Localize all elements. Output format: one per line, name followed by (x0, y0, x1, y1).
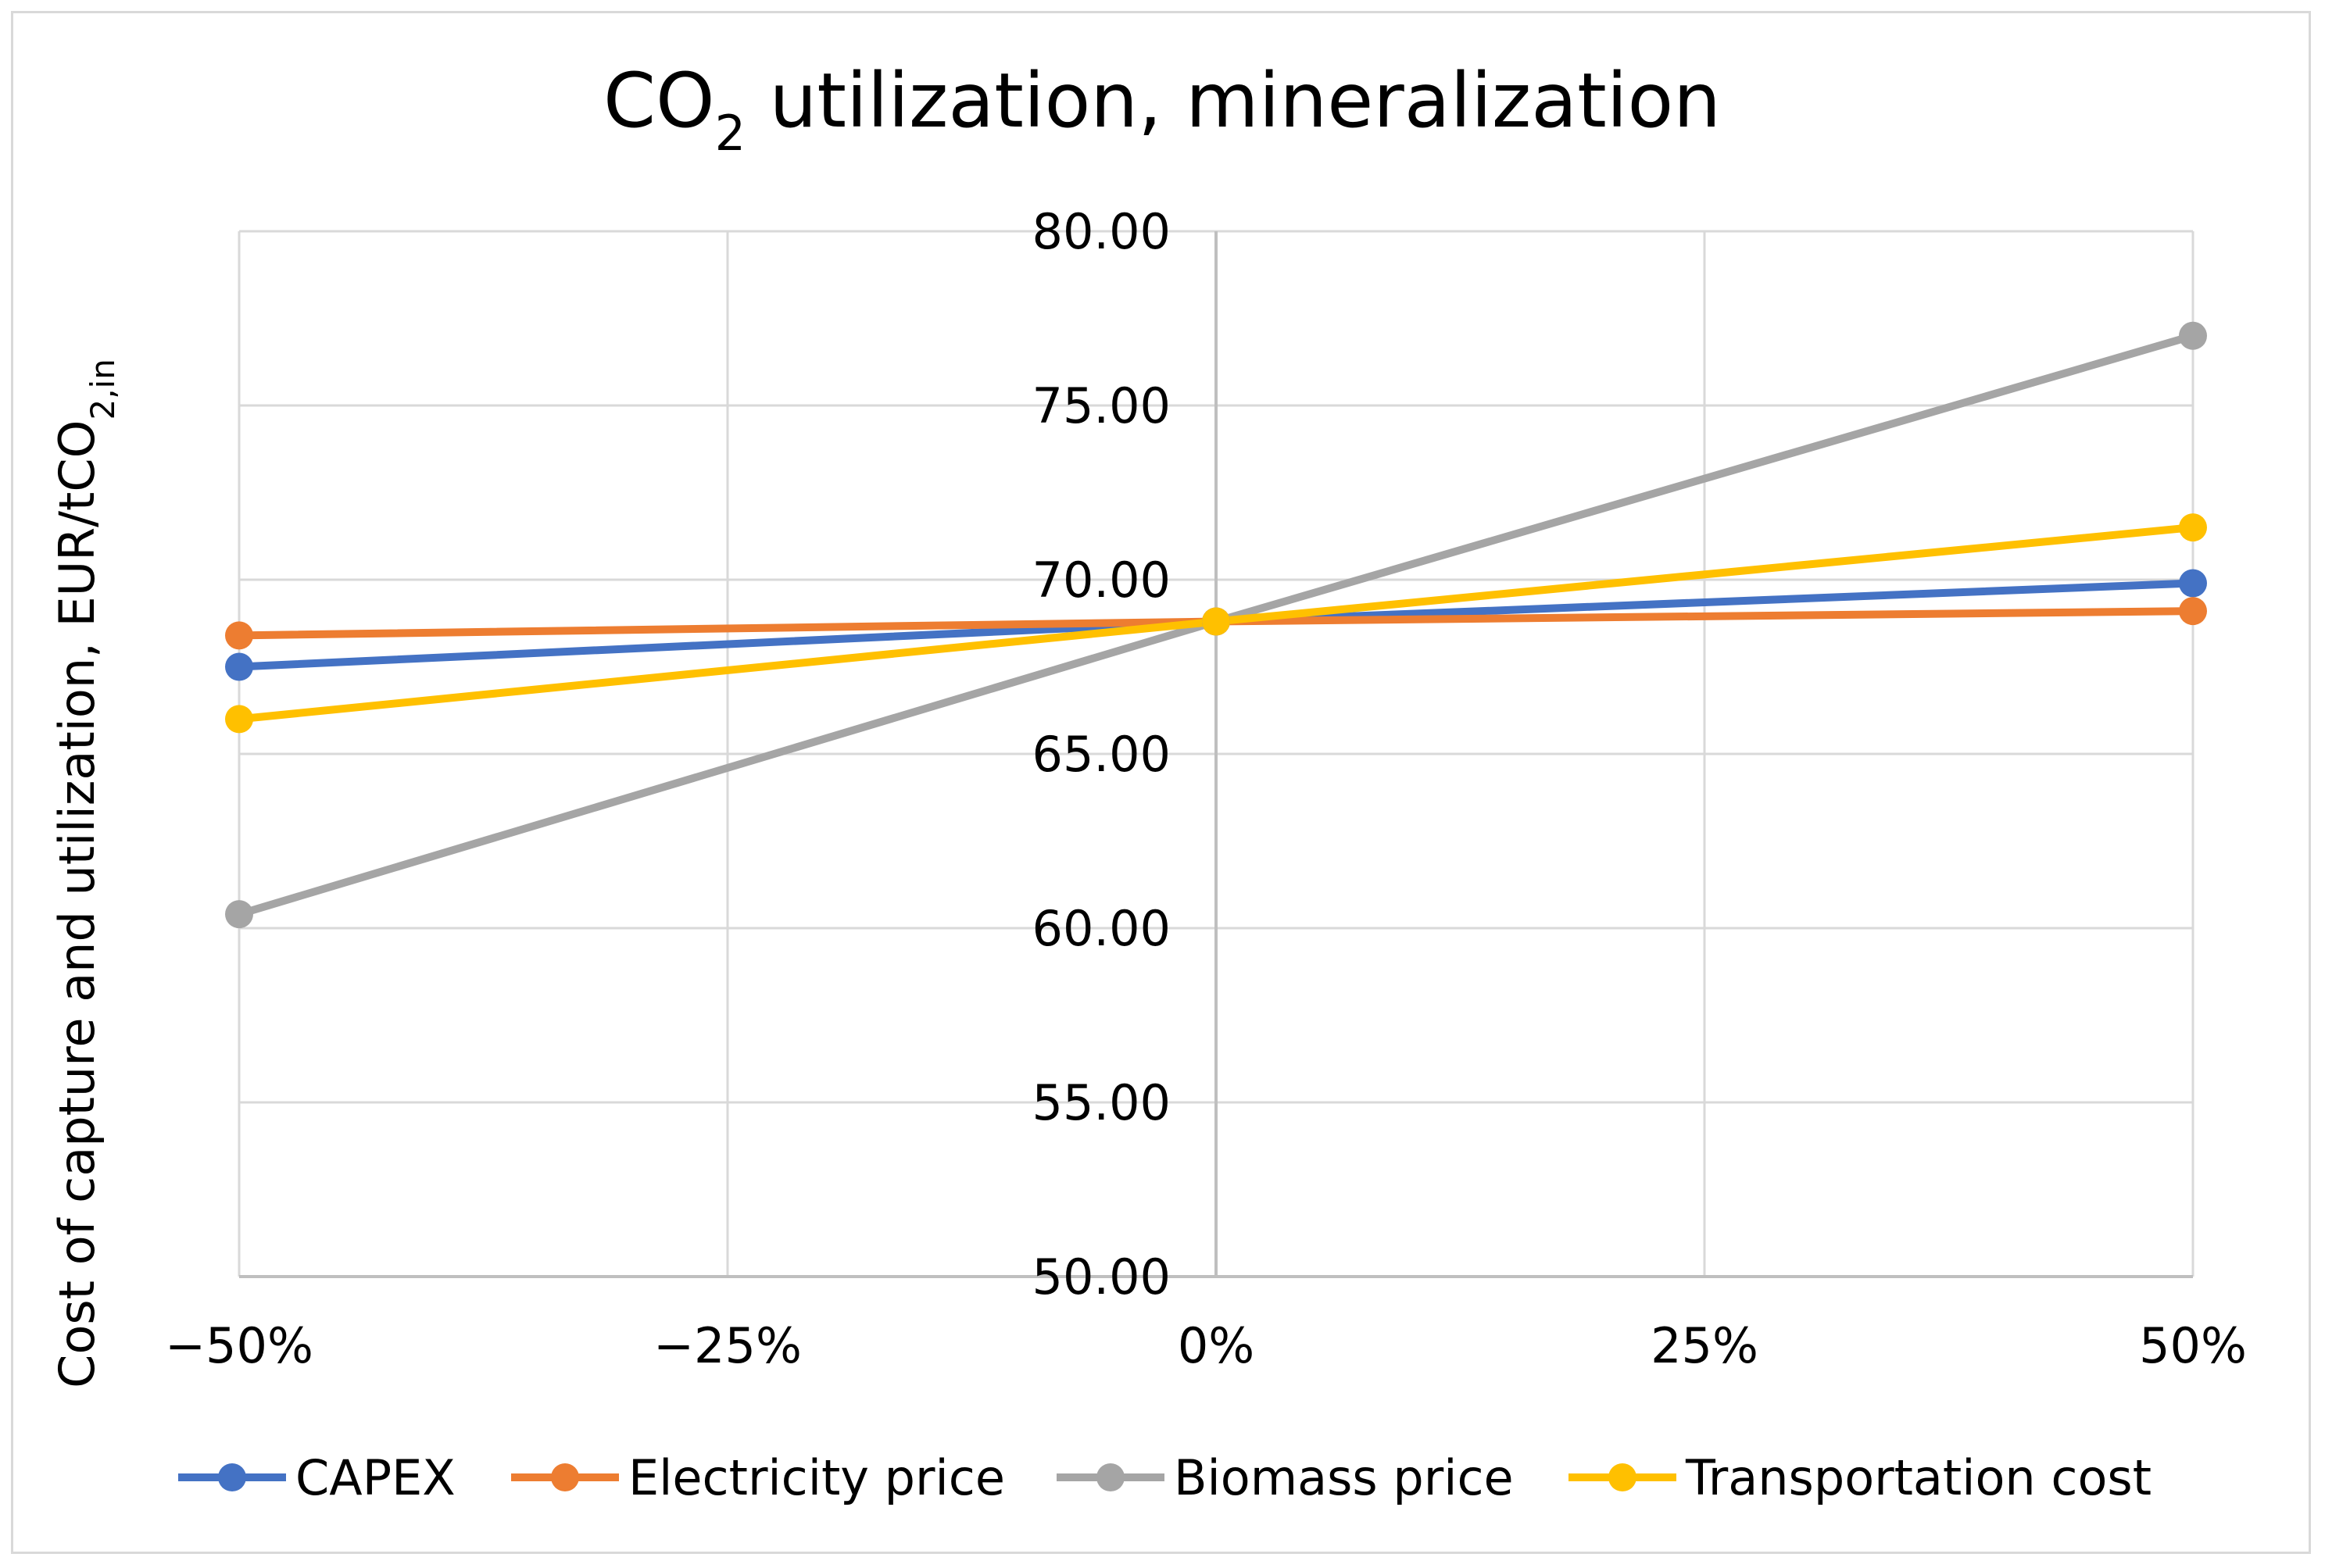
y-tick-label: 70.00 (1032, 552, 1171, 609)
data-point-transportation-cost (2179, 513, 2207, 542)
y-tick-label: 60.00 (1032, 900, 1171, 957)
y-axis-label: Cost of capture and utilization, EUR/tCO… (48, 359, 122, 1388)
legend-item-transportation-cost: Transportation cost (1568, 1449, 2152, 1506)
data-point-biomass-price (225, 900, 253, 929)
legend-swatch-marker (218, 1463, 246, 1491)
data-point-transportation-cost (1202, 607, 1230, 636)
legend-swatch-marker (1096, 1463, 1125, 1491)
legend-swatch-marker (1608, 1463, 1636, 1491)
legend-item-electricity-price: Electricity price (511, 1449, 1005, 1506)
data-point-electricity-price (225, 621, 253, 650)
series-group (225, 321, 2207, 929)
chart-title: CO2 utilization, mineralization (603, 57, 1721, 162)
x-tick-label: 25% (1651, 1317, 1758, 1374)
x-tick-label: 50% (2139, 1317, 2247, 1374)
x-tick-label: −50% (165, 1317, 313, 1374)
y-tick-label: 80.00 (1032, 203, 1171, 260)
legend-label: Transportation cost (1685, 1449, 2152, 1506)
x-tick-label: −25% (653, 1317, 802, 1374)
data-point-transportation-cost (225, 705, 253, 734)
y-tick-label: 55.00 (1032, 1074, 1171, 1131)
legend-label: Biomass price (1174, 1449, 1514, 1506)
data-point-capex (225, 652, 253, 681)
data-point-capex (2179, 569, 2207, 598)
y-tick-label: 75.00 (1032, 377, 1171, 434)
x-tick-label: 0% (1178, 1317, 1254, 1374)
y-tick-label: 65.00 (1032, 726, 1171, 783)
legend: CAPEX Electricity price Biomass price Trans… (178, 1449, 2152, 1506)
y-tick-labels: 50.00 55.00 60.00 65.00 70.00 75.00 80.00 (1032, 203, 1171, 1305)
y-tick-label: 50.00 (1032, 1248, 1171, 1305)
data-point-electricity-price (2179, 597, 2207, 626)
legend-item-biomass-price: Biomass price (1057, 1449, 1514, 1506)
legend-swatch-marker (551, 1463, 579, 1491)
legend-label: Electricity price (628, 1449, 1005, 1506)
legend-label: CAPEX (295, 1449, 456, 1506)
chart-frame (11, 11, 2311, 1554)
legend-item-capex: CAPEX (178, 1449, 456, 1506)
axes (239, 231, 2193, 1278)
x-tick-labels: −50% −25% 0% 25% 50% (165, 1317, 2247, 1374)
data-point-biomass-price (2179, 321, 2207, 350)
